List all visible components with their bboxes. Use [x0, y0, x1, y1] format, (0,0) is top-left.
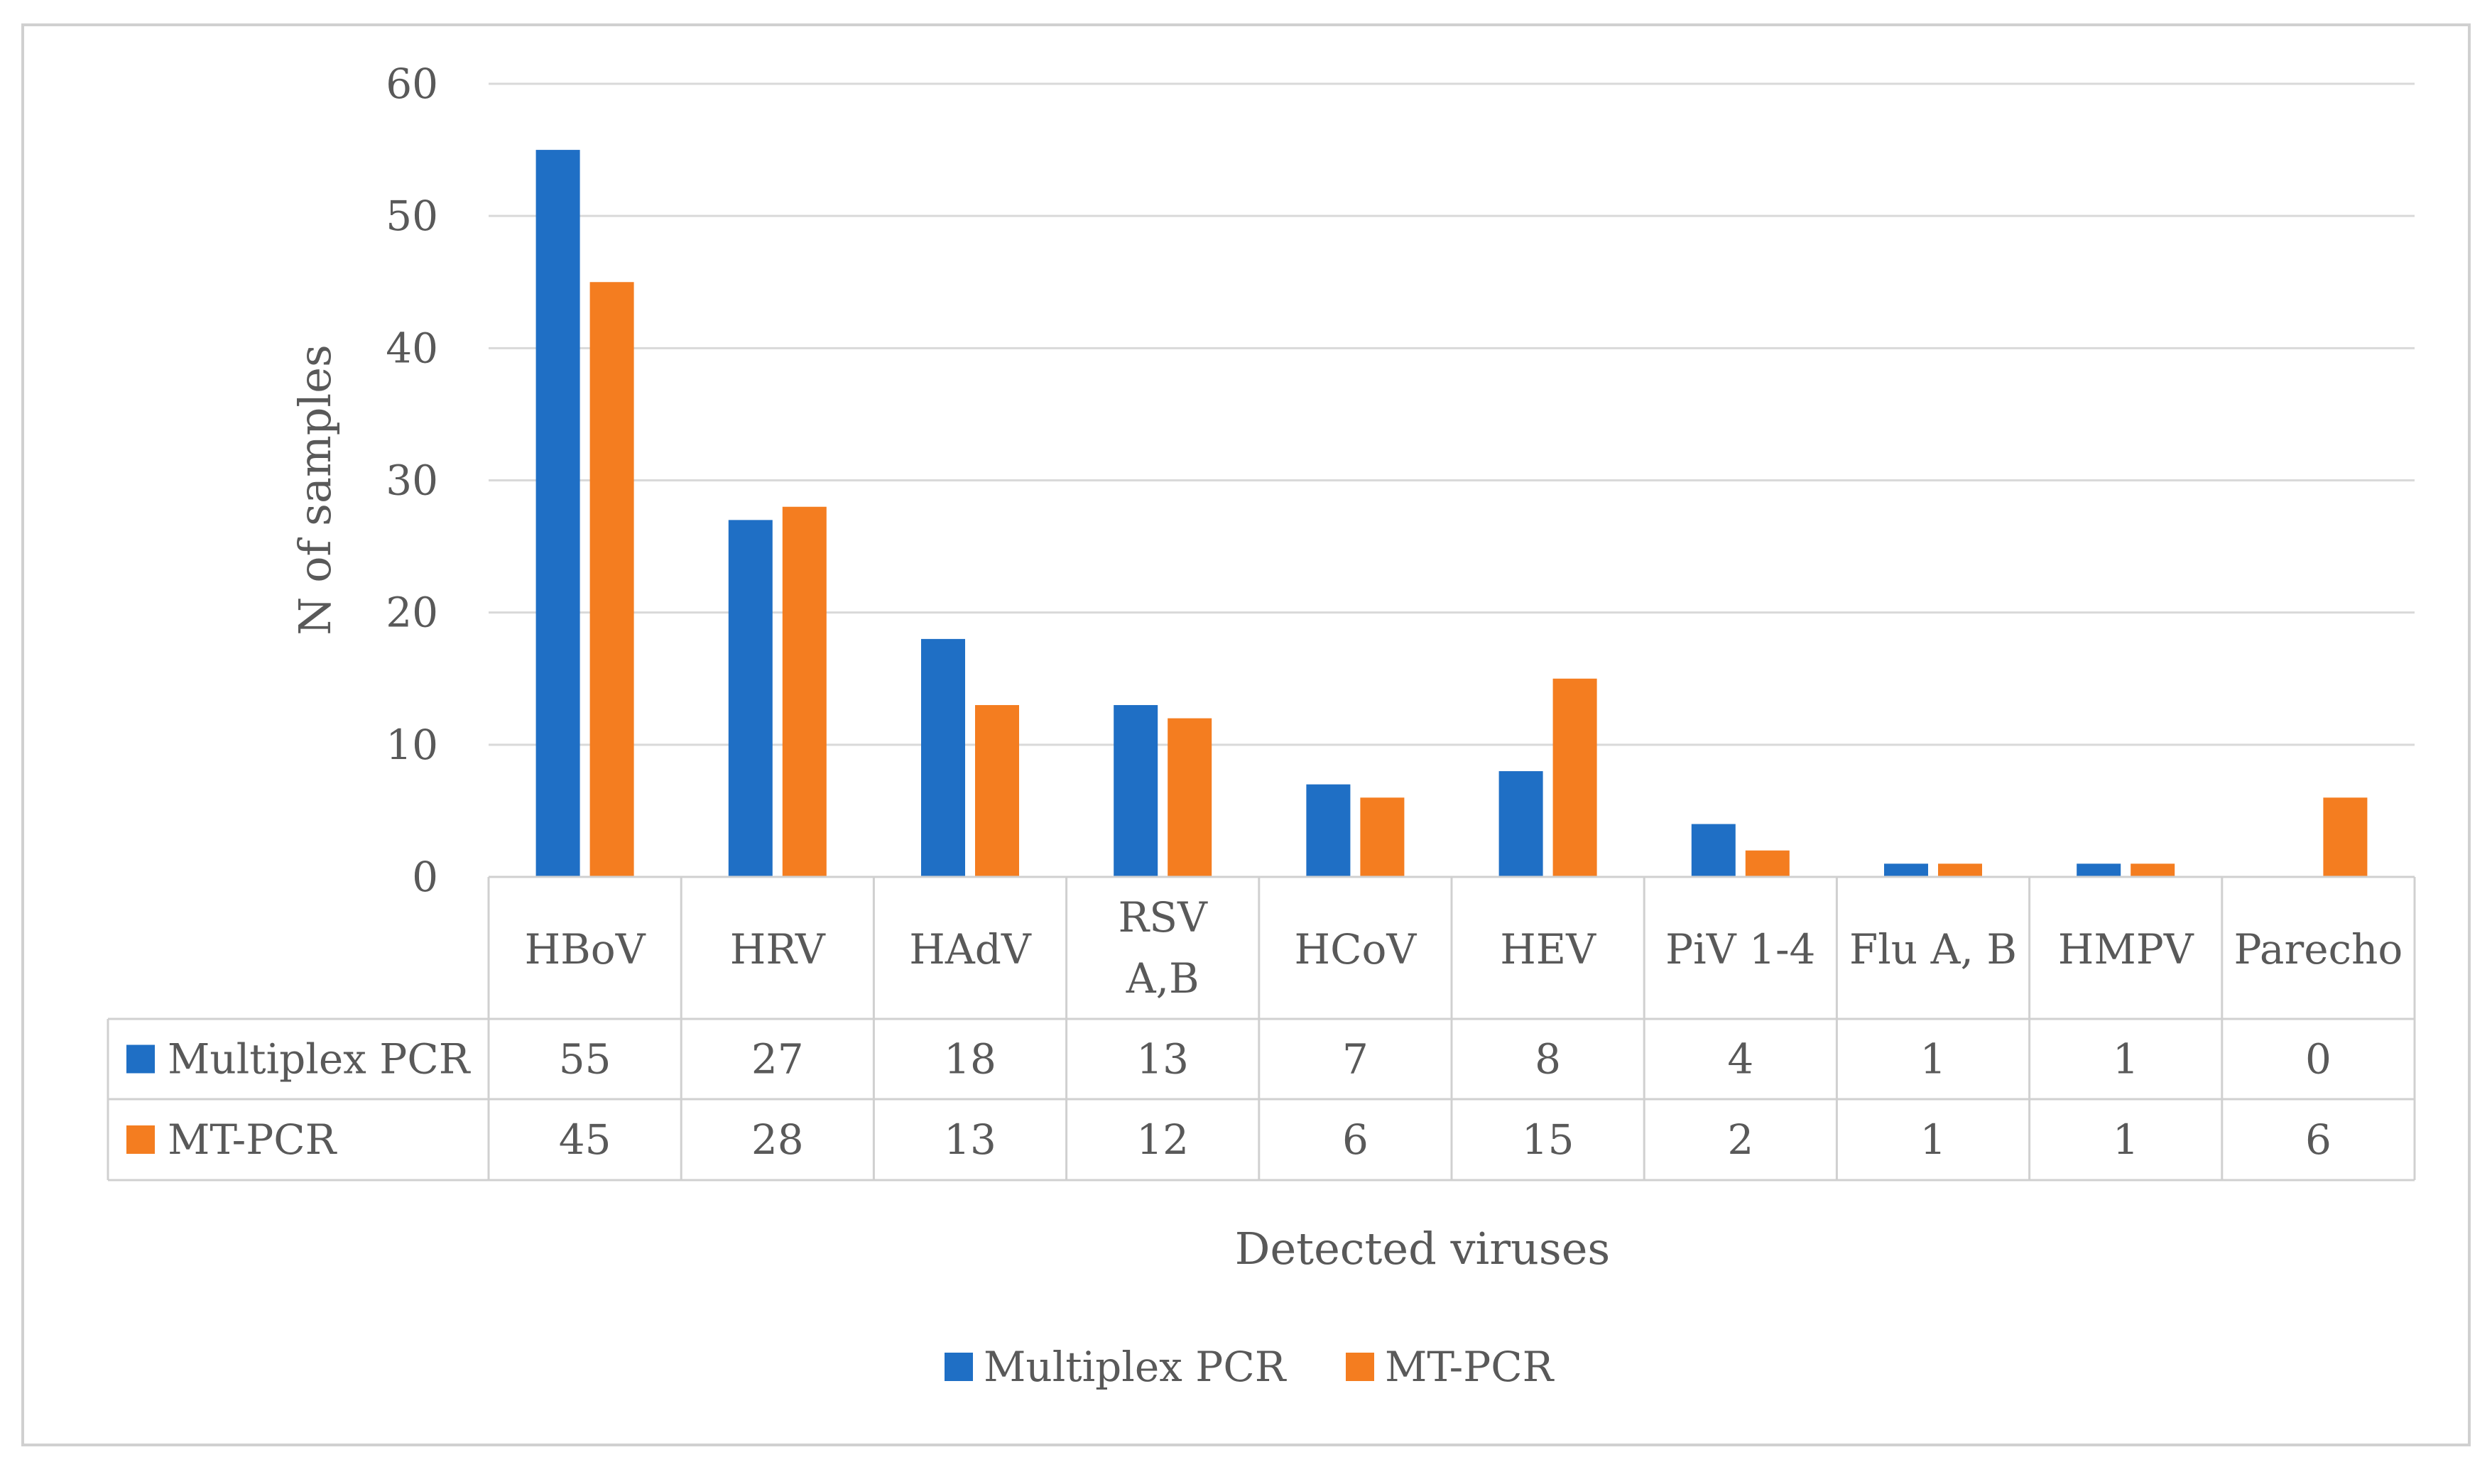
bar-mt-pcr: [975, 704, 1019, 877]
bar-mt-pcr: [2131, 863, 2175, 877]
x-tick-label: HAdV: [909, 925, 1032, 973]
data-label: 27: [751, 1035, 804, 1084]
legend: Multiplex PCR MT-PCR: [945, 1343, 1555, 1391]
data-table: HBoV HRV HAdV RSV A,B HCoV HEV PiV 1-4 Flu A, B H…: [107, 875, 2416, 1182]
x-tick-label: Parecho: [2233, 925, 2403, 973]
y-tick-label: 40: [386, 324, 438, 372]
x-tick-label: HEV: [1500, 925, 1596, 973]
x-tick-label: HBoV: [525, 925, 646, 973]
bar-mt-pcr: [1552, 678, 1597, 877]
data-label: 28: [751, 1115, 804, 1164]
y-tick-label: 20: [386, 589, 438, 637]
y-axis-label: N of samples: [289, 344, 341, 635]
y-tick-label: 10: [386, 721, 438, 769]
x-tick-label: A,B: [1126, 954, 1199, 1003]
data-label: 12: [1136, 1115, 1189, 1164]
data-label: 7: [1342, 1035, 1369, 1084]
x-tick-label: RSV: [1119, 893, 1208, 942]
y-tick-label: 30: [386, 457, 438, 505]
data-label: 1: [2113, 1035, 2139, 1084]
bar-mt-pcr: [1745, 850, 1790, 877]
x-tick-label: Flu A, B: [1849, 925, 2017, 973]
data-label: 18: [944, 1035, 996, 1084]
data-label: 45: [559, 1115, 611, 1164]
x-tick-label: PiV 1-4: [1665, 925, 1815, 973]
x-tick-label: HRV: [730, 925, 826, 973]
data-label: 13: [1136, 1035, 1189, 1084]
data-label: 6: [1342, 1115, 1369, 1164]
bar-multiplex-pcr: [1498, 771, 1543, 877]
data-label: 0: [2305, 1035, 2332, 1084]
x-tick-label: HCoV: [1295, 925, 1418, 973]
table-series-name: Multiplex PCR: [168, 1035, 472, 1084]
legend-swatch: [1346, 1353, 1374, 1381]
bar-multiplex-pcr: [1691, 824, 1736, 877]
y-tick-label: 0: [412, 853, 438, 901]
y-tick-label: 60: [386, 60, 438, 108]
data-label: 55: [559, 1035, 611, 1084]
table-series-name: MT-PCR: [168, 1115, 338, 1164]
bar-mt-pcr: [1168, 718, 1212, 877]
bar-multiplex-pcr: [2077, 863, 2121, 877]
legend-label: Multiplex PCR: [984, 1343, 1288, 1391]
data-label: 15: [1522, 1115, 1574, 1164]
data-label: 8: [1535, 1035, 1561, 1084]
data-label: 1: [1920, 1035, 1947, 1084]
bar-mt-pcr: [782, 506, 827, 877]
x-tick-label: HMPV: [2058, 925, 2194, 973]
data-label: 6: [2305, 1115, 2332, 1164]
y-tick-label: 50: [386, 192, 438, 240]
bar-mt-pcr: [589, 282, 634, 877]
bar-mt-pcr: [1938, 863, 1982, 877]
x-axis-label: Detected viruses: [1235, 1223, 1610, 1275]
legend-label: MT-PCR: [1385, 1343, 1555, 1391]
bar-multiplex-pcr: [1306, 784, 1351, 877]
data-label: 1: [2113, 1115, 2139, 1164]
legend-swatch: [945, 1353, 973, 1381]
y-tick-labels: 0 10 20 30 40 50 60: [386, 60, 438, 901]
bar-mt-pcr: [2323, 797, 2368, 877]
bar-multiplex-pcr: [535, 150, 580, 878]
bar-multiplex-pcr: [1114, 704, 1158, 877]
bar-mt-pcr: [1360, 797, 1405, 877]
bars: [535, 150, 2368, 878]
data-label: 13: [944, 1115, 996, 1164]
bar-multiplex-pcr: [921, 638, 965, 877]
bar-multiplex-pcr: [728, 520, 773, 877]
table-series-swatch: [126, 1125, 155, 1154]
data-label: 1: [1920, 1115, 1947, 1164]
data-label: 4: [1727, 1035, 1753, 1084]
bar-multiplex-pcr: [1884, 863, 1928, 877]
figure-frame: [21, 23, 2471, 1446]
data-label: 2: [1727, 1115, 1753, 1164]
table-series-swatch: [126, 1044, 155, 1074]
